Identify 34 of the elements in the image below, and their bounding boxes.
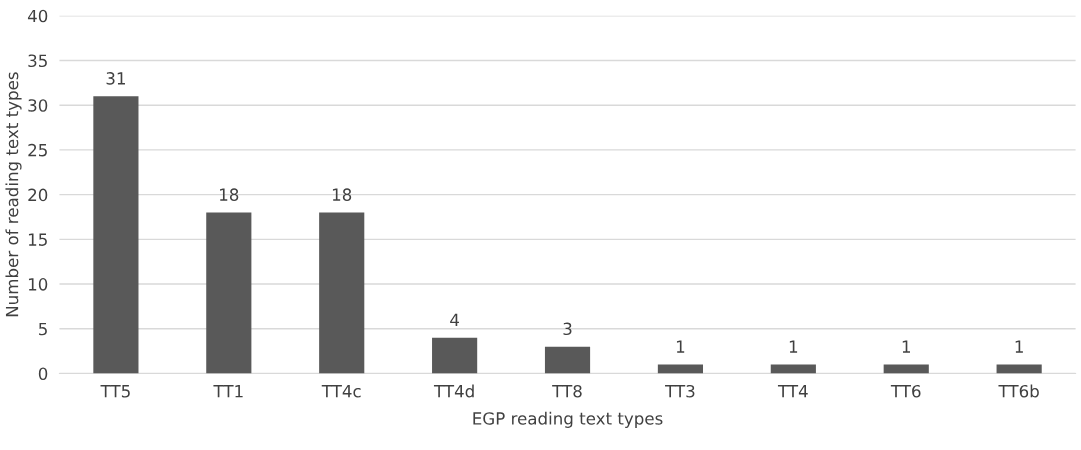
bar bbox=[93, 96, 139, 374]
bar bbox=[206, 212, 252, 374]
x-tick-label: TT4 bbox=[777, 385, 808, 398]
x-tick-label: TT3 bbox=[665, 384, 695, 398]
data-label: 1 bbox=[1015, 340, 1023, 353]
x-tick-label: TT6 bbox=[890, 384, 921, 398]
data-label: 1 bbox=[902, 340, 910, 353]
y-tick-label: 20 bbox=[28, 188, 48, 202]
data-label: 18 bbox=[332, 188, 352, 201]
x-tick-label: TT6b bbox=[998, 384, 1039, 398]
bar bbox=[319, 212, 365, 374]
y-tick-label: 25 bbox=[28, 143, 47, 157]
data-label: 4 bbox=[450, 313, 459, 326]
bar bbox=[544, 346, 591, 374]
bar bbox=[432, 337, 478, 374]
x-tick-label: TT5 bbox=[100, 385, 130, 398]
y-tick-label: 5 bbox=[39, 322, 47, 336]
data-label: 18 bbox=[220, 188, 239, 201]
y-tick-label: 0 bbox=[38, 367, 48, 381]
data-label: 1 bbox=[789, 340, 798, 353]
data-label: 3 bbox=[563, 322, 572, 336]
data-label: 31 bbox=[106, 72, 125, 85]
y-tick-label: 40 bbox=[27, 9, 48, 23]
y-tick-label: 35 bbox=[28, 54, 47, 68]
y-axis-title: Number of reading text types bbox=[5, 72, 22, 317]
x-tick-label: TT1 bbox=[213, 385, 243, 398]
y-tick-label: 30 bbox=[28, 99, 48, 112]
y-tick-label: 15 bbox=[28, 233, 47, 246]
x-tick-label: TT8 bbox=[552, 384, 582, 398]
x-axis-title: EGP reading text types bbox=[473, 411, 663, 428]
x-tick-label: TT4c bbox=[321, 385, 361, 398]
data-label: 1 bbox=[676, 340, 685, 353]
x-tick-label: TT4d bbox=[433, 384, 474, 398]
y-tick-label: 10 bbox=[28, 278, 48, 291]
